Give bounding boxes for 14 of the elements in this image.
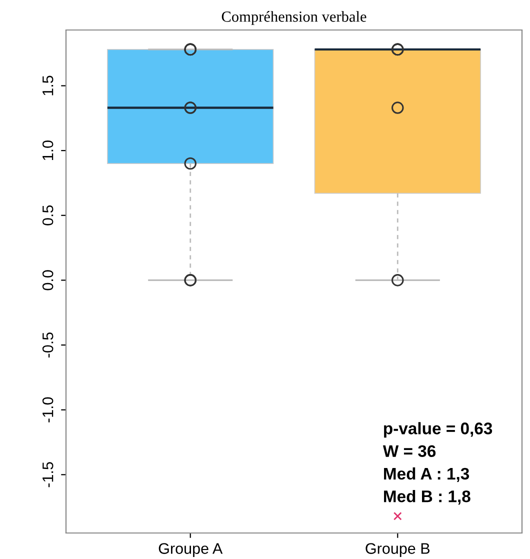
y-tick-label: -1.5 (42, 462, 54, 488)
y-tick-label: 1.0 (42, 140, 54, 160)
x-tick-label: Groupe B (366, 543, 430, 557)
y-tick-label: 0.0 (42, 270, 54, 290)
y-tick-label: -1.0 (42, 397, 54, 422)
annotation: W = 36 (382, 445, 436, 458)
y-tick-label: 0.5 (42, 205, 54, 226)
y-tick-label: 1.5 (42, 76, 54, 96)
annotation: Med B : 1,8 (384, 490, 470, 505)
chart-title: Compréhension verbale (222, 11, 366, 25)
x-tick-label: Groupe A (158, 543, 223, 557)
annotation: Med A : 1,3 (384, 467, 470, 482)
y-tick-label: -0.5 (42, 332, 54, 358)
annotation: p-value = 0,63 (384, 422, 492, 438)
